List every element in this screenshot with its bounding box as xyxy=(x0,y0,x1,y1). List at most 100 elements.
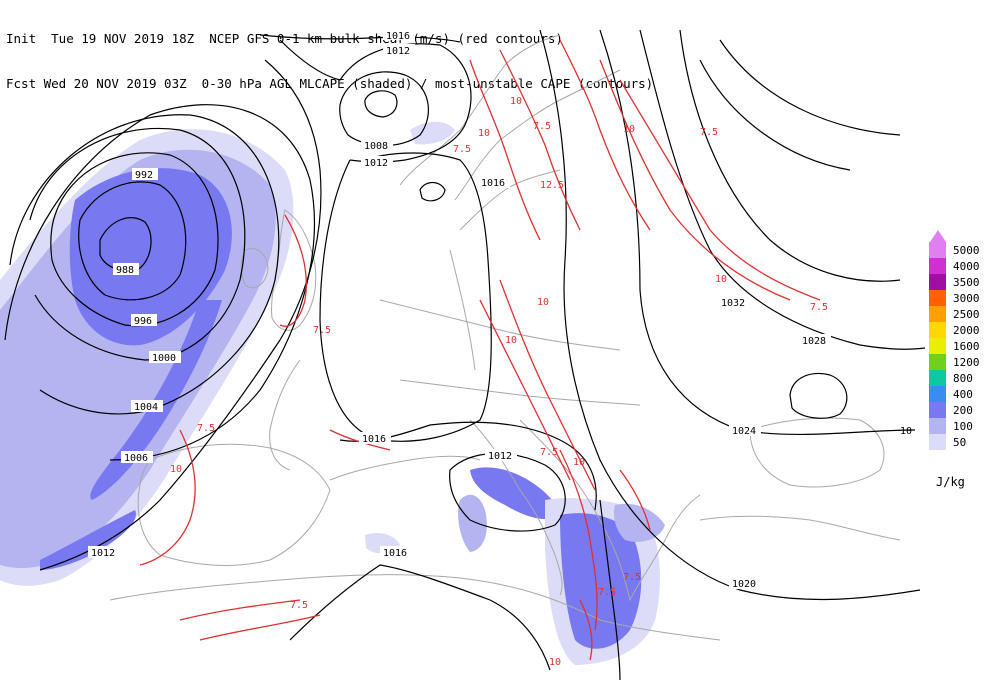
shear-label-s11: 10 xyxy=(170,464,182,475)
contour-1008-inner xyxy=(364,90,398,118)
shear-label-s1: 10 xyxy=(478,128,490,139)
legend-row: 4000 xyxy=(929,258,999,274)
legend-label: 200 xyxy=(953,404,973,417)
label-1000: 1000 xyxy=(152,353,176,364)
shear-label-s3: 10 xyxy=(510,96,522,107)
shear-line-africa-1 xyxy=(179,599,301,621)
shear-contour-labels: 10 7.5 10 7.5 12.5 10 10 7.5 10 7.5 10 7… xyxy=(170,96,828,668)
label-1012-med: 1012 xyxy=(488,451,512,462)
border-central-europe xyxy=(379,249,641,406)
shear-label-s17: 10 xyxy=(573,457,585,468)
label-1006: 1006 xyxy=(124,453,148,464)
shear-line-scandinavia-1 xyxy=(469,59,541,241)
cape-area-ionian-200 xyxy=(560,513,642,649)
legend-swatch xyxy=(929,370,946,386)
shear-line-russia-2 xyxy=(619,79,821,301)
cape-area-iberia-coast xyxy=(40,510,136,570)
legend-row: 3000 xyxy=(929,290,999,306)
contour-1012-north xyxy=(279,39,472,163)
shear-label-s20: 10 xyxy=(549,657,561,668)
contour-1032-b xyxy=(699,59,851,171)
coast-north-africa xyxy=(109,574,721,641)
shear-label-s16: 7.5 xyxy=(623,572,641,583)
cape-area-norway xyxy=(410,121,455,145)
label-1012-west: 1012 xyxy=(91,548,115,559)
legend-swatch xyxy=(929,290,946,306)
label-1016-sweden: 1016 xyxy=(481,178,505,189)
legend-swatch xyxy=(929,322,946,338)
legend-row: 1200 xyxy=(929,354,999,370)
legend-swatch xyxy=(929,274,946,290)
label-1020: 1020 xyxy=(732,579,756,590)
shear-line-central-1 xyxy=(479,299,571,481)
label-1012-north: 1012 xyxy=(386,46,410,57)
shear-line-ionian xyxy=(579,599,593,661)
contour-992 xyxy=(78,181,187,301)
cape-contour-labels: 988 992 996 1000 1004 1006 1008 1012 101… xyxy=(88,30,912,590)
legend-label: 2500 xyxy=(953,308,980,321)
label-996: 996 xyxy=(134,316,152,327)
legend-row: 3500 xyxy=(929,274,999,290)
legend-swatch xyxy=(929,338,946,354)
shear-label-s2: 7.5 xyxy=(453,144,471,155)
shear-label-s15: 7.5 xyxy=(598,587,616,598)
shear-label-s4: 7.5 xyxy=(533,121,551,132)
shear-line-russia-1 xyxy=(599,59,791,301)
legend-row: 400 xyxy=(929,386,999,402)
cape-contours xyxy=(4,30,925,680)
contour-1032-c xyxy=(719,39,901,136)
shear-label-s6: 10 xyxy=(623,124,635,135)
contour-1016-east-ring xyxy=(419,181,446,202)
legend-swatch xyxy=(929,386,946,402)
contour-1016-central xyxy=(319,152,492,442)
legend-units: J/kg xyxy=(936,475,965,489)
legend-label: 800 xyxy=(953,372,973,385)
label-1032: 1032 xyxy=(721,298,745,309)
legend-swatch xyxy=(929,242,946,258)
coast-black-sea xyxy=(749,417,885,488)
cape-area-aegean xyxy=(613,503,665,542)
contour-1000 xyxy=(29,127,246,361)
shear-label-s10: 7.5 xyxy=(313,325,331,336)
legend-label: 50 xyxy=(953,436,967,449)
contour-1006 xyxy=(4,104,315,461)
legend-swatch xyxy=(929,258,946,274)
shear-line-central-2 xyxy=(499,279,596,491)
header-line-forecast: Fcst Wed 20 NOV 2019 03Z 0-30 hPa AGL ML… xyxy=(6,76,654,91)
contour-1016-south xyxy=(599,499,621,680)
label-1024: 1024 xyxy=(732,426,756,437)
weather-map: 988 992 996 1000 1004 1006 1008 1012 101… xyxy=(0,30,925,680)
contour-1016-africa xyxy=(289,564,551,671)
legend-label: 4000 xyxy=(953,260,980,273)
coast-ireland xyxy=(240,248,269,289)
legend-row: 200 xyxy=(929,402,999,418)
shear-line-africa-2 xyxy=(199,614,321,641)
contour-1024 xyxy=(599,30,916,436)
legend-swatch xyxy=(929,354,946,370)
shear-contours xyxy=(139,39,821,661)
contour-996 xyxy=(50,152,219,327)
coast-turkey xyxy=(699,515,901,541)
label-1004: 1004 xyxy=(134,402,158,413)
shear-label-s9: 10 xyxy=(537,297,549,308)
coast-sweden-finland xyxy=(454,69,621,201)
contour-1028-high xyxy=(789,373,848,419)
header-line-init: Init Tue 19 NOV 2019 18Z NCEP GFS 0-1 km… xyxy=(6,31,563,46)
shear-label-s5: 12.5 xyxy=(540,180,564,191)
contour-1020 xyxy=(539,30,921,601)
shear-line-italy xyxy=(559,449,598,631)
cape-area-atlantic-200 xyxy=(69,168,232,346)
legend-label: 100 xyxy=(953,420,973,433)
contour-1004 xyxy=(9,114,280,415)
coast-adriatic-east xyxy=(519,419,611,541)
label-988: 988 xyxy=(116,265,134,276)
legend-swatch xyxy=(929,402,946,418)
label-1008: 1008 xyxy=(364,141,388,152)
shear-line-biscay xyxy=(139,429,196,566)
legend-label: 400 xyxy=(953,388,973,401)
label-edge-10: 10 xyxy=(900,426,912,437)
coast-mediterranean-north xyxy=(329,455,481,481)
shear-label-s18: 7.5 xyxy=(290,600,308,611)
contour-1016-north xyxy=(259,34,461,43)
contour-988 xyxy=(99,217,152,272)
